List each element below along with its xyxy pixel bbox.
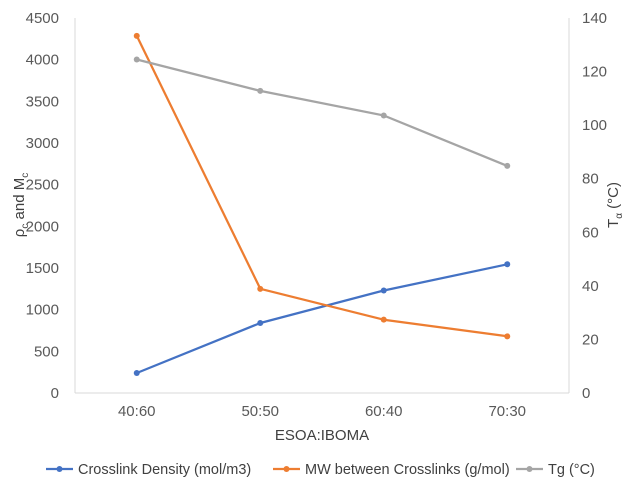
- data-point-2: [133, 56, 140, 63]
- data-point-0: [380, 287, 387, 294]
- x-tick-label: 70:30: [488, 403, 526, 420]
- data-point-1: [380, 316, 387, 323]
- left-y-tick-label: 2000: [26, 218, 59, 235]
- data-point-1: [257, 285, 264, 292]
- legend-label-2: Tg (°C): [548, 462, 595, 478]
- left-y-tick-label: 3000: [26, 135, 59, 152]
- series-lines: [135, 35, 508, 375]
- left-y-axis-title: ρc and Mc: [11, 173, 31, 237]
- legend-marker-1: [283, 466, 290, 472]
- data-point-2: [380, 112, 387, 119]
- right-y-tick-label: 0: [582, 385, 590, 402]
- left-y-tick-label: 4500: [26, 10, 59, 27]
- legend-label-1: MW between Crosslinks (g/mol): [305, 462, 510, 478]
- data-point-0: [133, 370, 140, 376]
- x-tick-label: 50:50: [241, 403, 279, 420]
- series-line-1: [135, 35, 508, 338]
- chart-legend: Crosslink Density (mol/m3) MW between Cro…: [46, 462, 595, 478]
- series-line-2: [136, 58, 508, 167]
- right-y-tick-label: 40: [582, 278, 599, 295]
- data-point-1: [504, 333, 511, 340]
- data-point-0: [257, 320, 264, 326]
- x-axis-title: ESOA:IBOMA: [275, 427, 369, 444]
- right-y-tick-label: 60: [582, 224, 599, 241]
- right-y-tick-label: 120: [582, 64, 607, 81]
- series-line-0: [136, 263, 508, 375]
- data-point-2: [504, 162, 511, 169]
- right-y-tick-label: 80: [582, 171, 599, 188]
- x-tick-label: 60:40: [365, 403, 403, 420]
- right-y-tick-labels: 0 20 40 60 80 100 120 140: [582, 10, 607, 402]
- series-points: [133, 32, 511, 376]
- left-y-tick-labels: 0 500 1000 1500 2000 2500 3000 3500 4000 4500: [26, 10, 59, 402]
- right-y-tick-label: 140: [582, 10, 607, 27]
- legend-marker-0: [56, 466, 63, 472]
- data-point-1: [133, 32, 140, 39]
- data-point-0: [504, 261, 511, 268]
- data-point-2: [257, 87, 264, 94]
- legend-marker-2: [526, 466, 533, 472]
- left-y-tick-label: 1000: [26, 302, 59, 319]
- legend-label-0: Crosslink Density (mol/m3): [78, 462, 251, 478]
- left-y-tick-label: 2500: [26, 177, 59, 194]
- left-y-tick-label: 4000: [26, 52, 59, 69]
- x-tick-label: 40:60: [118, 403, 156, 420]
- left-y-tick-label: 1500: [26, 260, 59, 277]
- left-y-tick-label: 500: [34, 343, 59, 360]
- left-y-tick-label: 0: [51, 385, 59, 402]
- right-y-tick-label: 100: [582, 117, 607, 134]
- right-y-tick-label: 20: [582, 331, 599, 348]
- left-y-tick-label: 3500: [26, 93, 59, 110]
- right-y-axis-title: Tα (°C): [605, 182, 625, 228]
- x-tick-labels: 40:60 50:50 60:40 70:30: [118, 403, 526, 420]
- chart-axes: [74, 18, 570, 394]
